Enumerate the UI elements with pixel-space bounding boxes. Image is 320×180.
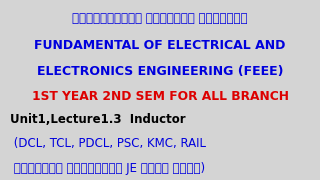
Text: FUNDAMENTAL OF ELECTRICAL AND: FUNDAMENTAL OF ELECTRICAL AND xyxy=(34,39,286,52)
Text: ELECTRONICS ENGINEERING (FEEE): ELECTRONICS ENGINEERING (FEEE) xyxy=(37,65,283,78)
Text: 1ST YEAR 2ND SEM FOR ALL BRANCH: 1ST YEAR 2ND SEM FOR ALL BRANCH xyxy=(31,90,289,103)
Text: প্রভৃতি পরীক্ষার JE পদের জন্য): প্রভৃতি পরীক্ষার JE পদের জন্য) xyxy=(10,162,205,175)
Text: (DCL, TCL, PDCL, PSC, KMC, RAIL: (DCL, TCL, PDCL, PSC, KMC, RAIL xyxy=(10,138,206,150)
Text: পিলিটেকনিক সিলেবাস অনুসারে: পিলিটেকনিক সিলেবাস অনুসারে xyxy=(72,12,248,25)
Text: Unit1,Lecture1.3  Inductor: Unit1,Lecture1.3 Inductor xyxy=(10,113,185,126)
